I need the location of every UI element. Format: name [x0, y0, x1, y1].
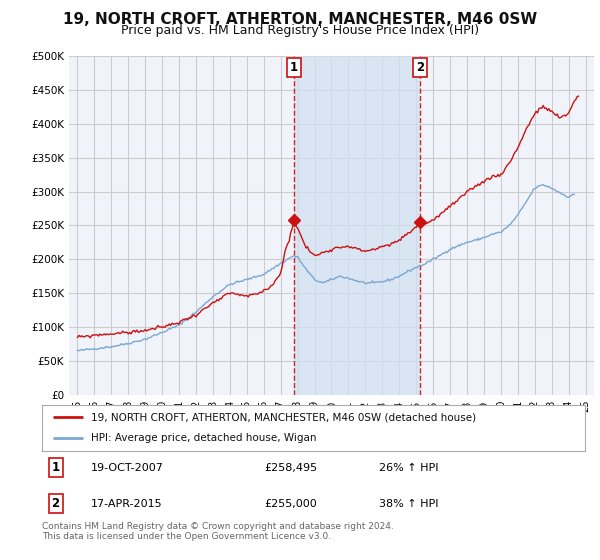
- Text: £255,000: £255,000: [265, 499, 317, 509]
- Text: 1: 1: [290, 62, 298, 74]
- Text: 19, NORTH CROFT, ATHERTON, MANCHESTER, M46 0SW: 19, NORTH CROFT, ATHERTON, MANCHESTER, M…: [63, 12, 537, 27]
- Text: Contains HM Land Registry data © Crown copyright and database right 2024.
This d: Contains HM Land Registry data © Crown c…: [42, 522, 394, 542]
- Text: £258,495: £258,495: [265, 463, 318, 473]
- Text: 2: 2: [52, 497, 59, 510]
- Text: 19-OCT-2007: 19-OCT-2007: [91, 463, 164, 473]
- Text: 1: 1: [52, 461, 59, 474]
- Text: Price paid vs. HM Land Registry's House Price Index (HPI): Price paid vs. HM Land Registry's House …: [121, 24, 479, 37]
- Text: 2: 2: [416, 62, 424, 74]
- Text: HPI: Average price, detached house, Wigan: HPI: Average price, detached house, Wiga…: [91, 433, 316, 444]
- Text: 38% ↑ HPI: 38% ↑ HPI: [379, 499, 438, 509]
- Text: 19, NORTH CROFT, ATHERTON, MANCHESTER, M46 0SW (detached house): 19, NORTH CROFT, ATHERTON, MANCHESTER, M…: [91, 412, 476, 422]
- Text: 17-APR-2015: 17-APR-2015: [91, 499, 163, 509]
- Text: 26% ↑ HPI: 26% ↑ HPI: [379, 463, 438, 473]
- Bar: [294, 56, 421, 395]
